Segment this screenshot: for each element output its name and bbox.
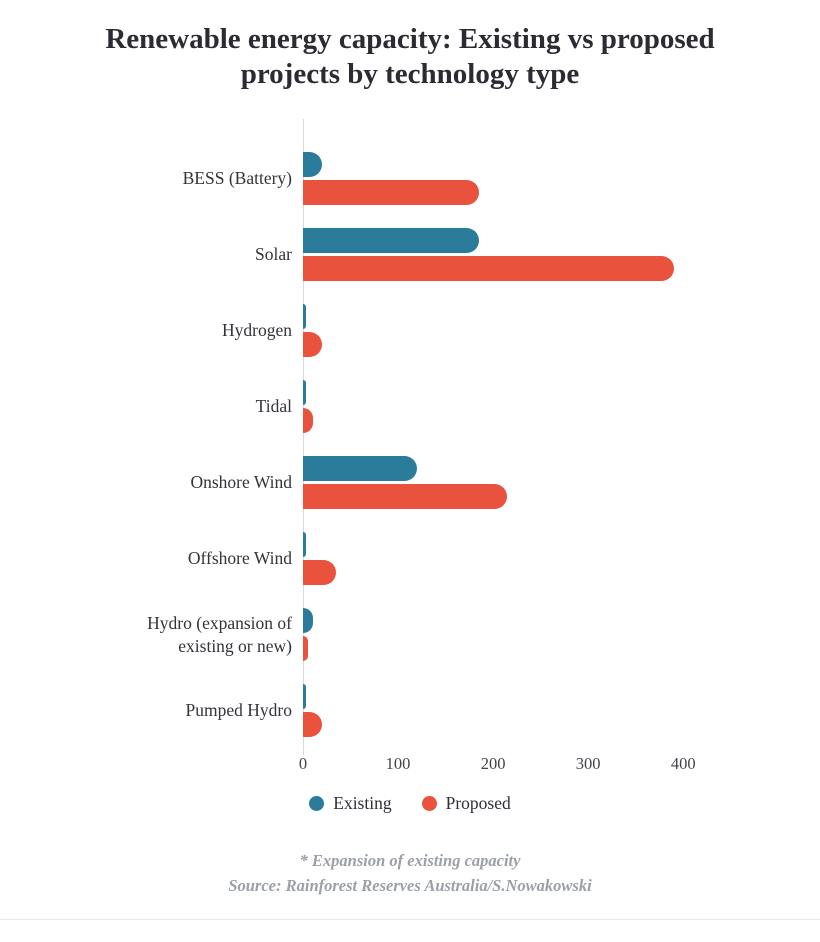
existing-bar bbox=[303, 608, 313, 634]
x-axis-tick-labels: 0 100 200 300 400 bbox=[299, 751, 745, 777]
bar-group: Solar bbox=[0, 217, 820, 293]
footnote-line: Source: Rainforest Reserves Australia/S.… bbox=[228, 875, 592, 895]
proposed-legend-dot-icon bbox=[421, 795, 437, 811]
x-axis-tick-label: 300 bbox=[575, 753, 601, 773]
legend-item-existing: Existing bbox=[309, 792, 392, 814]
existing-bar bbox=[303, 456, 418, 482]
bar-pair bbox=[303, 380, 745, 434]
x-axis-tick-label: 200 bbox=[480, 753, 506, 773]
category-label: Onshore Wind bbox=[190, 472, 292, 493]
category-label: Hydro (expansion of existing or new) bbox=[147, 613, 292, 656]
bar-group: Offshore Wind bbox=[0, 521, 820, 597]
existing-bar bbox=[303, 228, 479, 254]
bar-pair bbox=[303, 304, 745, 358]
proposed-bar bbox=[303, 560, 337, 586]
category-label: BESS (Battery) bbox=[182, 168, 292, 189]
existing-bar bbox=[303, 304, 306, 330]
bar-group: Tidal bbox=[0, 369, 820, 445]
existing-bar bbox=[303, 684, 306, 710]
bar-pair bbox=[303, 684, 745, 738]
x-axis-tick-label: 0 bbox=[298, 753, 308, 773]
legend-label: Proposed bbox=[445, 792, 511, 813]
bar-pair bbox=[303, 456, 745, 510]
bar-group: Onshore Wind bbox=[0, 445, 820, 521]
proposed-bar bbox=[303, 636, 308, 662]
existing-bar bbox=[303, 152, 322, 178]
bar-group: BESS (Battery) bbox=[0, 141, 820, 217]
category-label: Tidal bbox=[255, 396, 292, 417]
category-label: Pumped Hydro bbox=[185, 700, 292, 721]
legend-label: Existing bbox=[333, 792, 392, 813]
bar-pair bbox=[303, 152, 745, 206]
legend: Existing Proposed bbox=[0, 793, 820, 814]
bar-pair bbox=[303, 608, 745, 662]
bar-group: Hydro (expansion of existing or new) bbox=[0, 597, 820, 673]
x-axis-tick-label: 100 bbox=[385, 753, 411, 773]
proposed-bar bbox=[303, 712, 322, 738]
proposed-bar bbox=[303, 408, 313, 434]
bar-pair bbox=[303, 228, 745, 282]
footnotes: * Expansion of existing capacity Source: … bbox=[0, 848, 820, 898]
proposed-bar bbox=[303, 180, 479, 206]
legend-item-proposed: Proposed bbox=[421, 792, 511, 814]
chart-title: Renewable energy capacity: Existing vs p… bbox=[105, 23, 715, 91]
bar-chart-plot-area: BESS (Battery) Solar Hydrogen Tidal Onshore … bbox=[0, 118, 820, 755]
proposed-bar bbox=[303, 484, 508, 510]
bottom-divider bbox=[0, 919, 820, 920]
existing-bar bbox=[303, 532, 306, 558]
category-label: Solar bbox=[255, 244, 292, 265]
category-label: Hydrogen bbox=[222, 320, 292, 341]
bar-pair bbox=[303, 532, 745, 586]
existing-bar bbox=[303, 380, 306, 406]
category-label: Offshore Wind bbox=[187, 548, 292, 569]
bar-group: Hydrogen bbox=[0, 293, 820, 369]
footnote-line: * Expansion of existing capacity bbox=[299, 850, 521, 870]
proposed-bar bbox=[303, 256, 674, 282]
proposed-bar bbox=[303, 332, 322, 358]
existing-legend-dot-icon bbox=[309, 795, 325, 811]
bar-group: Pumped Hydro bbox=[0, 673, 820, 749]
x-axis-tick-label: 400 bbox=[670, 753, 696, 773]
